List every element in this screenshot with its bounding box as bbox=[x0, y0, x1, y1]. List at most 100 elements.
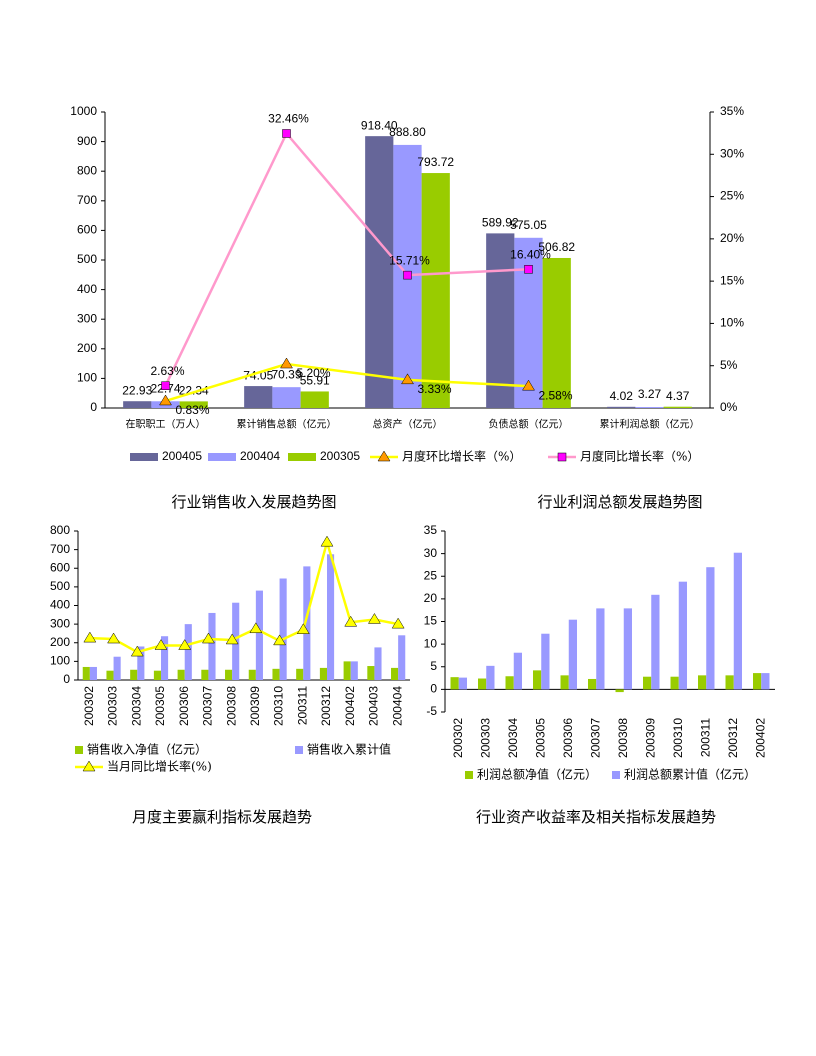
bar bbox=[761, 673, 770, 690]
bar bbox=[513, 652, 522, 690]
bar bbox=[753, 673, 762, 690]
bar bbox=[248, 669, 256, 680]
line-marker bbox=[344, 615, 358, 627]
y-tick-label: 1000 bbox=[70, 104, 97, 118]
bar bbox=[350, 661, 358, 680]
data-label: 2.63% bbox=[150, 364, 184, 378]
y-tick-label: 500 bbox=[77, 252, 97, 266]
data-label: 55.91 bbox=[300, 374, 330, 388]
y-tick-label: 600 bbox=[50, 560, 70, 574]
bar bbox=[272, 387, 301, 408]
data-label: 5.20% bbox=[297, 366, 331, 380]
legend-label: 销售收入累计值 bbox=[307, 742, 391, 757]
x-tick-label: 200308 bbox=[616, 718, 630, 758]
y2-tick-label: 0% bbox=[720, 400, 738, 414]
y-tick-label: 300 bbox=[77, 311, 97, 325]
bar bbox=[161, 636, 169, 680]
x-tick-label: 总资产（亿元） bbox=[373, 418, 443, 431]
bar bbox=[421, 173, 450, 408]
bar bbox=[319, 667, 327, 680]
bar bbox=[588, 678, 597, 690]
y2-tick-label: 20% bbox=[720, 231, 744, 245]
y-tick-label: 25 bbox=[424, 568, 438, 582]
line-marker bbox=[161, 381, 170, 391]
y-tick-label: 30 bbox=[424, 546, 438, 560]
line-marker bbox=[282, 129, 291, 138]
y-tick-label: 600 bbox=[77, 223, 97, 237]
y-tick-label: 15 bbox=[424, 614, 438, 628]
x-tick-label: 在职职工（万人） bbox=[126, 419, 206, 431]
bar bbox=[568, 619, 577, 690]
bar bbox=[486, 665, 495, 690]
bar bbox=[651, 594, 660, 690]
y2-tick-label: 15% bbox=[720, 273, 744, 287]
x-tick-label: 200302 bbox=[82, 686, 96, 726]
legend-swatch bbox=[465, 771, 473, 779]
x-tick-label: 200302 bbox=[451, 718, 465, 758]
data-label: 918.40 bbox=[361, 118, 398, 132]
caption: 行业资产收益率及相关指标发展趋势 bbox=[476, 808, 716, 826]
legend-swatch bbox=[130, 453, 158, 461]
bar bbox=[670, 676, 679, 690]
line-marker bbox=[320, 535, 334, 547]
bar bbox=[179, 401, 208, 408]
bar bbox=[478, 678, 487, 690]
x-tick-label: 200305 bbox=[153, 686, 167, 726]
line-marker bbox=[249, 622, 263, 634]
legend-label: 200305 bbox=[320, 449, 360, 463]
chart-title: 行业利润总额发展趋势图 bbox=[537, 493, 702, 511]
bar bbox=[177, 669, 185, 680]
x-tick-label: 200303 bbox=[106, 686, 120, 726]
data-label: 4.02 bbox=[610, 389, 634, 403]
bar bbox=[374, 647, 382, 680]
line-marker bbox=[159, 394, 172, 406]
bar bbox=[82, 666, 90, 680]
x-tick-label: 200307 bbox=[588, 718, 602, 758]
data-label: 888.80 bbox=[389, 125, 426, 139]
data-label: 2.58% bbox=[539, 388, 573, 402]
bar bbox=[643, 676, 652, 690]
legend-label: 200404 bbox=[240, 449, 280, 463]
data-label: 575.05 bbox=[510, 218, 547, 232]
legend-swatch bbox=[295, 746, 303, 754]
bar bbox=[303, 566, 311, 680]
x-tick-label: 200311 bbox=[698, 718, 712, 757]
data-label: 3.27 bbox=[638, 387, 662, 401]
data-label: 22.93 bbox=[122, 383, 152, 397]
x-tick-label: 200402 bbox=[753, 718, 767, 758]
line-marker bbox=[154, 639, 168, 650]
bar bbox=[327, 554, 335, 680]
y-tick-label: 0 bbox=[63, 672, 70, 686]
bar bbox=[244, 386, 273, 408]
line-marker bbox=[83, 631, 97, 643]
caption: 月度主要赢利指标发展趋势 bbox=[132, 808, 312, 826]
x-tick-label: 200304 bbox=[506, 718, 520, 758]
bar bbox=[272, 668, 280, 680]
line-marker bbox=[557, 452, 567, 462]
bar bbox=[458, 677, 467, 690]
bar bbox=[698, 675, 707, 690]
y-tick-label: 0 bbox=[90, 400, 97, 414]
y2-tick-label: 35% bbox=[720, 104, 744, 118]
line-marker bbox=[130, 645, 144, 657]
y-tick-label: 800 bbox=[50, 523, 70, 537]
y-tick-label: 500 bbox=[50, 579, 70, 593]
y-tick-label: 20 bbox=[424, 591, 438, 605]
line-marker bbox=[273, 634, 287, 646]
line-marker bbox=[201, 632, 215, 644]
bar bbox=[279, 578, 287, 680]
y-tick-label: 100 bbox=[50, 654, 70, 668]
bar bbox=[596, 608, 605, 690]
bar bbox=[542, 257, 571, 408]
y-tick-label: 10 bbox=[424, 636, 438, 650]
x-tick-label: 负债总额（亿元） bbox=[489, 418, 569, 431]
y2-tick-label: 5% bbox=[720, 358, 738, 372]
line-marker bbox=[524, 265, 533, 274]
x-tick-label: 200303 bbox=[478, 718, 492, 758]
line-marker bbox=[107, 632, 121, 644]
y-tick-label: 400 bbox=[77, 282, 97, 296]
line-marker bbox=[280, 357, 293, 369]
x-tick-label: 200312 bbox=[726, 718, 740, 758]
bar bbox=[623, 608, 632, 690]
legend-label: 200405 bbox=[162, 449, 202, 463]
